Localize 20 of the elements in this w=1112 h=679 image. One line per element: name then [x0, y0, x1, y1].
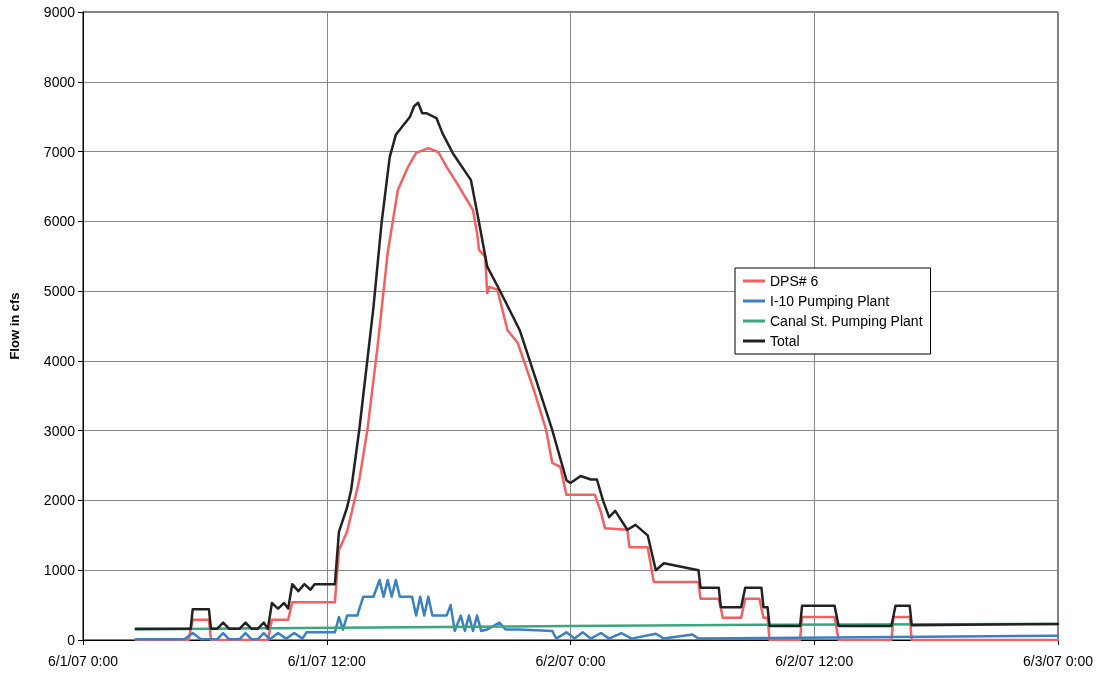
y-tick-label: 9000	[43, 4, 76, 20]
x-tick-label: 6/2/07 12:00	[775, 653, 854, 669]
x-tick-label: 6/1/07 0:00	[47, 653, 119, 669]
x-tick-label: 6/1/07 12:00	[287, 653, 366, 669]
legend-label: DPS# 6	[770, 273, 819, 289]
y-axis-title: Flow in cfs	[7, 292, 22, 360]
y-tick-label: 4000	[43, 352, 76, 369]
y-tick-label: 1000	[43, 562, 76, 579]
y-tick-label: 2000	[43, 492, 76, 509]
x-tick-label: 6/3/07 0:00	[1022, 653, 1094, 669]
y-tick-label: 3000	[43, 422, 76, 439]
legend-label: Canal St. Pumping Plant	[770, 313, 923, 329]
y-tick-label: 0	[67, 632, 76, 648]
y-tick-label: 5000	[43, 283, 76, 300]
legend-label: I-10 Pumping Plant	[770, 293, 890, 309]
y-tick-label: 6000	[43, 213, 76, 230]
x-tick-label: 6/2/07 0:00	[535, 653, 606, 669]
y-tick-label: 7000	[43, 143, 76, 160]
y-tick-label: 8000	[43, 73, 76, 90]
legend-label: Total	[770, 333, 800, 349]
